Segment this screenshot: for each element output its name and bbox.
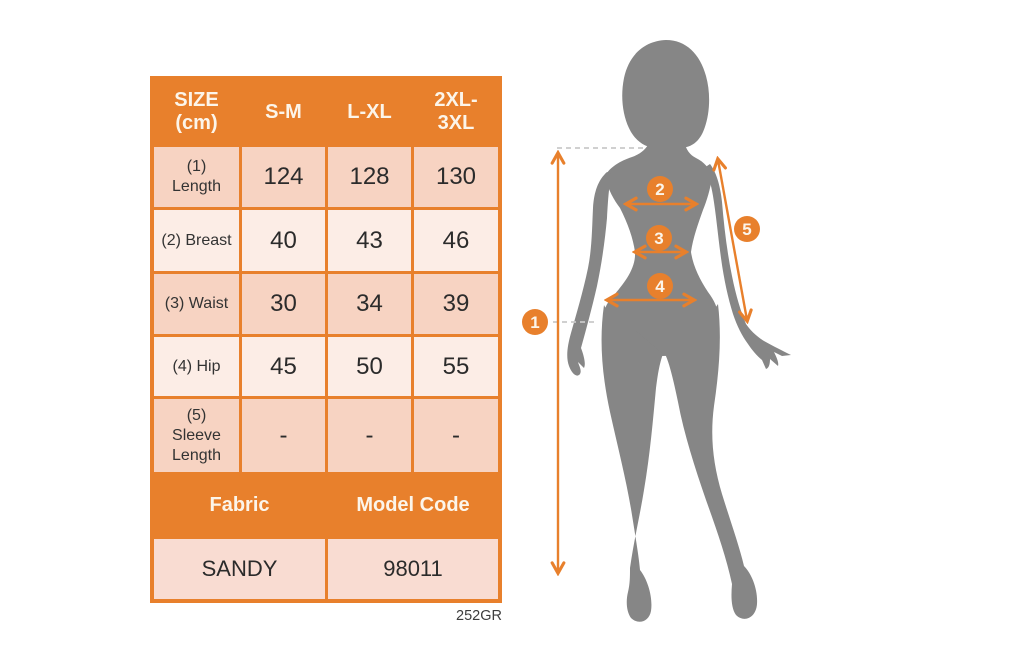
hip-2xl-3xl: 55 — [414, 337, 498, 396]
badge-5-circle — [734, 216, 760, 242]
badge-1-circle — [522, 309, 548, 335]
fabric-value: SANDY — [154, 539, 325, 599]
col-header-size-cm: SIZE (cm) — [154, 80, 239, 144]
silhouette-head-hair — [622, 40, 710, 148]
silhouette-right-leg — [665, 304, 758, 619]
row-label-breast: (2) Breast — [154, 210, 239, 271]
model-code-value: 98011 — [328, 539, 498, 599]
length-2xl-3xl: 130 — [414, 147, 498, 207]
col-header-2xl-3xl: 2XL- 3XL — [414, 80, 498, 144]
badge-1-length: 1 — [522, 309, 548, 335]
breast-2xl-3xl: 46 — [414, 210, 498, 271]
breast-l-xl: 43 — [328, 210, 411, 271]
size-chart-table: SIZE (cm) S-M L-XL 2XL- 3XL (1) Length 1… — [150, 76, 502, 603]
hip-l-xl: 50 — [328, 337, 411, 396]
col-header-s-m: S-M — [242, 80, 325, 144]
length-s-m: 124 — [242, 147, 325, 207]
badge-5-number: 5 — [742, 220, 751, 239]
badge-4-circle — [647, 273, 673, 299]
badge-2-circle — [647, 176, 673, 202]
sleeve-s-m: - — [242, 399, 325, 472]
badge-3-circle — [646, 225, 672, 251]
sleeve-l-xl: - — [328, 399, 411, 472]
col-header-l-xl: L-XL — [328, 80, 411, 144]
length-l-xl: 128 — [328, 147, 411, 207]
badge-2-breast: 2 — [647, 176, 673, 202]
badge-4-hip: 4 — [647, 273, 673, 299]
variant-code-caption: 252GR — [456, 608, 502, 624]
measurement-arrows — [558, 154, 747, 572]
row-label-length: (1) Length — [154, 147, 239, 207]
silhouette-left-arm — [567, 172, 612, 376]
badge-1-number: 1 — [530, 313, 539, 332]
measurement-badges: 1 2 3 4 5 — [522, 176, 760, 335]
badge-5-sleeve: 5 — [734, 216, 760, 242]
hip-s-m: 45 — [242, 337, 325, 396]
model-code-header: Model Code — [328, 475, 498, 536]
breast-s-m: 40 — [242, 210, 325, 271]
row-label-hip: (4) Hip — [154, 337, 239, 396]
silhouette-left-leg — [601, 305, 663, 622]
fabric-header: Fabric — [154, 475, 325, 536]
sleeve-arrow — [718, 160, 747, 320]
badge-2-number: 2 — [655, 180, 664, 199]
badge-3-number: 3 — [654, 229, 663, 248]
row-label-waist: (3) Waist — [154, 274, 239, 334]
badge-3-waist: 3 — [646, 225, 672, 251]
badge-4-number: 4 — [655, 277, 665, 296]
waist-2xl-3xl: 39 — [414, 274, 498, 334]
row-label-sleeve-length: (5) Sleeve Length — [154, 399, 239, 472]
sleeve-2xl-3xl: - — [414, 399, 498, 472]
waist-s-m: 30 — [242, 274, 325, 334]
female-silhouette — [567, 40, 791, 622]
waist-l-xl: 34 — [328, 274, 411, 334]
reference-lines — [553, 147, 643, 323]
